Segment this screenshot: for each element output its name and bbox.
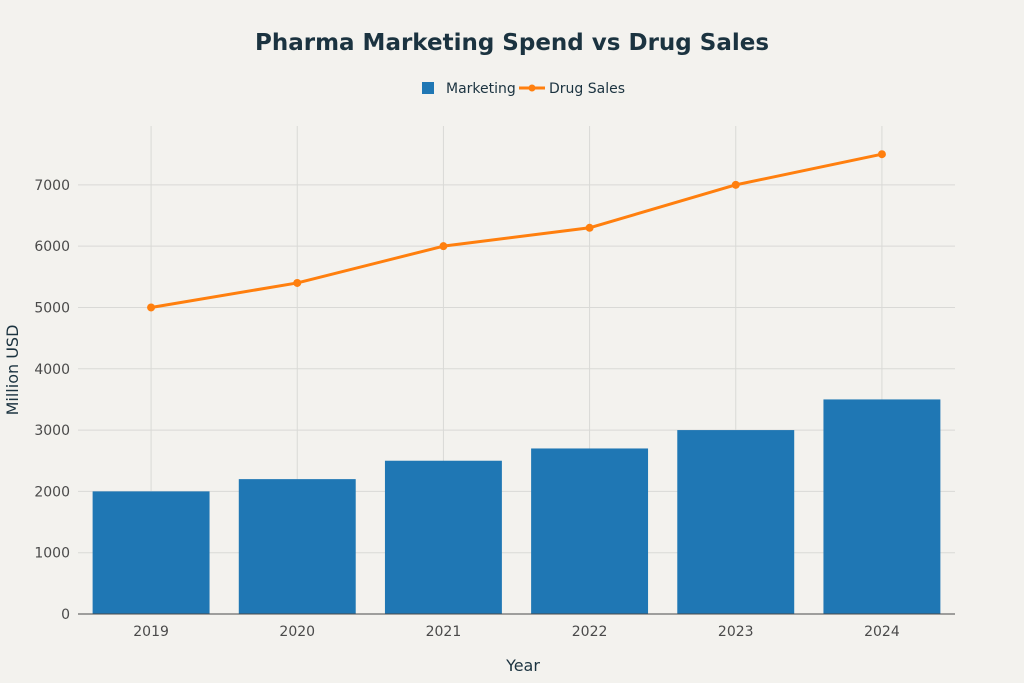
line-drug-sales[interactable] bbox=[150, 152, 883, 309]
bar-marketing[interactable] bbox=[823, 399, 941, 614]
point-drug-sales[interactable] bbox=[877, 150, 886, 159]
legend-label-marketing[interactable]: Marketing bbox=[446, 81, 516, 97]
y-tick-label: 4000 bbox=[34, 362, 70, 378]
bar-marketing[interactable] bbox=[677, 430, 795, 614]
bars-layer bbox=[92, 399, 941, 614]
y-tick-label: 1000 bbox=[34, 546, 70, 562]
y-tick-label: 5000 bbox=[34, 300, 70, 316]
y-tick-label: 7000 bbox=[34, 178, 70, 194]
y-axis-title: Million USD bbox=[3, 325, 22, 416]
x-tick-label: 2023 bbox=[718, 624, 754, 640]
x-tick-label: 2021 bbox=[426, 624, 462, 640]
axis-layer: 0 1000 2000 3000 4000 5000 6000 7000 2019 2020 202… bbox=[34, 178, 955, 640]
point-drug-sales[interactable] bbox=[731, 180, 740, 189]
line-layer bbox=[147, 150, 886, 312]
x-axis-title: Year bbox=[505, 656, 540, 675]
y-tick-label: 3000 bbox=[34, 423, 70, 439]
bar-marketing[interactable] bbox=[384, 460, 502, 614]
legend-swatch-marketing[interactable] bbox=[422, 82, 434, 94]
x-tick-label: 2024 bbox=[864, 624, 900, 640]
x-tick-label: 2020 bbox=[279, 624, 315, 640]
point-drug-sales[interactable] bbox=[439, 242, 448, 251]
chart-title: Pharma Marketing Spend vs Drug Sales bbox=[255, 30, 769, 56]
y-tick-label: 2000 bbox=[34, 484, 70, 500]
bar-marketing[interactable] bbox=[238, 479, 356, 614]
point-drug-sales[interactable] bbox=[147, 303, 156, 312]
x-tick-label: 2019 bbox=[133, 624, 169, 640]
point-drug-sales[interactable] bbox=[293, 278, 302, 287]
point-drug-sales[interactable] bbox=[585, 223, 594, 232]
bar-marketing[interactable] bbox=[531, 448, 649, 614]
legend-marker-drug-sales bbox=[528, 84, 536, 92]
bar-marketing[interactable] bbox=[92, 491, 210, 614]
x-tick-label: 2022 bbox=[572, 624, 608, 640]
y-tick-label: 6000 bbox=[34, 239, 70, 255]
legend: Marketing Drug Sales bbox=[422, 81, 625, 97]
legend-label-drug-sales[interactable]: Drug Sales bbox=[549, 81, 625, 97]
y-tick-label: 0 bbox=[61, 607, 70, 623]
